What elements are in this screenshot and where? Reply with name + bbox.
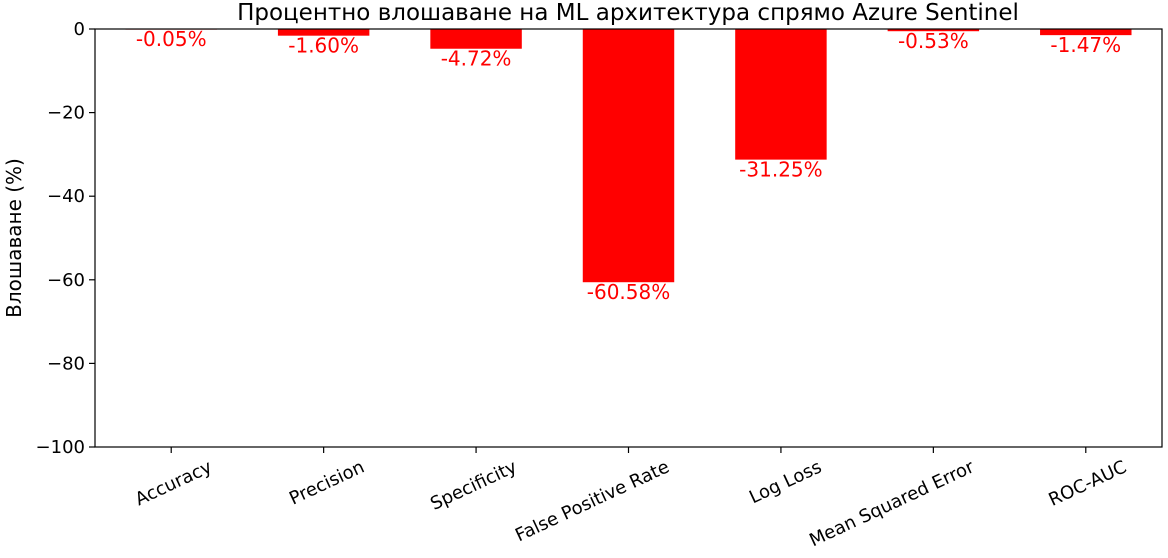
x-tick-label: Specificity xyxy=(427,456,520,514)
y-axis-ticks: 0 −20 −40 −60 −80 −100 xyxy=(36,19,95,458)
y-tick-label: −60 xyxy=(47,270,85,291)
x-tick-label: Mean Squared Error xyxy=(806,456,978,551)
bar xyxy=(582,29,675,283)
data-label: -60.58% xyxy=(587,280,670,304)
data-label: -1.47% xyxy=(1050,33,1121,57)
x-tick-label: False Positive Rate xyxy=(512,456,672,546)
y-tick-label: −80 xyxy=(47,353,85,374)
y-tick-label: 0 xyxy=(74,19,85,40)
bar xyxy=(430,29,522,49)
data-labels: -0.05% -1.60% -4.72% -60.58% -31.25% -0.53% -1… xyxy=(136,27,1121,304)
bar xyxy=(277,29,370,36)
y-tick-label: −100 xyxy=(36,437,85,458)
x-tick-label: Log Loss xyxy=(746,456,825,508)
chart-title: Процентно влошаване на ML архитектура сп… xyxy=(237,0,1019,26)
data-label: -0.05% xyxy=(136,27,207,51)
y-axis-label: Влошаване (%) xyxy=(2,158,26,318)
bar xyxy=(887,29,980,32)
data-label: -0.53% xyxy=(898,29,969,53)
x-tick-label: Precision xyxy=(286,456,368,509)
data-label: -31.25% xyxy=(739,158,822,182)
data-label: -4.72% xyxy=(441,47,512,71)
x-tick-label: ROC-AUC xyxy=(1045,456,1129,510)
bars-group xyxy=(125,29,1132,283)
data-label: -1.60% xyxy=(288,34,359,58)
x-tick-label: Accuracy xyxy=(132,456,216,510)
y-tick-label: −20 xyxy=(47,103,85,124)
bar xyxy=(735,29,827,160)
y-tick-label: −40 xyxy=(47,186,85,207)
bar xyxy=(1040,29,1132,36)
plot-frame xyxy=(94,28,1163,448)
